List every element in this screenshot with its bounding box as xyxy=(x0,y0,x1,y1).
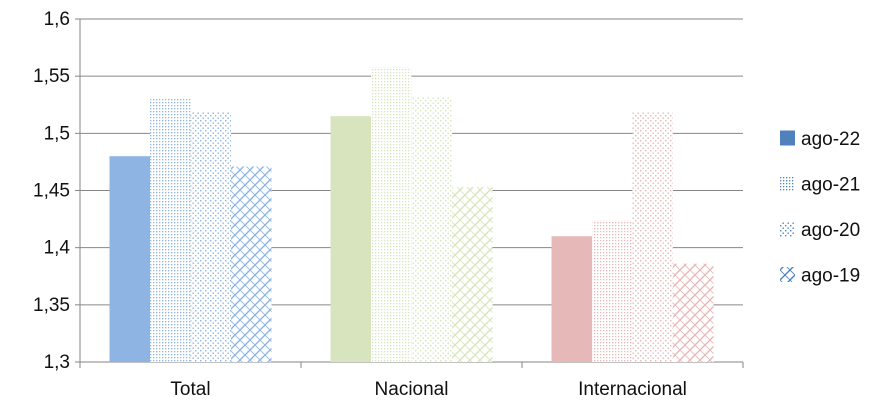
bar-ago-21-nacional xyxy=(371,67,412,363)
legend-label-ago-22: ago-22 xyxy=(801,129,860,150)
y-tick-label: 1,55 xyxy=(33,66,70,87)
bar-ago-19-total xyxy=(231,166,272,362)
bars xyxy=(109,67,714,363)
legend: ago-22 ago-21 ago-20 ago-19 xyxy=(780,129,860,287)
bar-ago-21-internacional xyxy=(592,220,633,362)
bar-ago-19-nacional xyxy=(452,187,493,362)
y-tick-label: 1,3 xyxy=(44,352,70,373)
y-tick-label: 1,4 xyxy=(44,238,71,259)
bar-ago-22-nacional xyxy=(330,116,371,362)
legend-label-ago-20: ago-20 xyxy=(801,220,860,241)
x-category-label: Nacional xyxy=(375,379,449,400)
bar-ago-21-total xyxy=(150,97,191,362)
axis-labels: 1,3 1,35 1,4 1,45 1,5 1,55 1,6 Total Nacional Int… xyxy=(33,9,687,400)
bar-ago-22-total xyxy=(109,156,150,362)
x-category-label: Total xyxy=(170,379,210,400)
legend-swatch-ago-21 xyxy=(780,176,795,191)
legend-label-ago-21: ago-21 xyxy=(801,175,860,196)
legend-swatch-ago-22 xyxy=(780,130,795,146)
legend-swatch-ago-19 xyxy=(780,267,795,282)
legend-swatch-ago-20 xyxy=(780,221,795,237)
legend-label-ago-19: ago-19 xyxy=(801,266,860,287)
y-tick-label: 1,35 xyxy=(33,295,70,316)
bar-ago-20-internacional xyxy=(632,111,673,362)
bar-ago-20-nacional xyxy=(411,96,452,362)
bar-ago-22-internacional xyxy=(551,236,592,362)
y-tick-label: 1,5 xyxy=(44,123,70,144)
y-tick-label: 1,45 xyxy=(33,181,70,202)
bar-ago-20-total xyxy=(190,111,231,362)
x-category-label: Internacional xyxy=(578,379,687,400)
bar-ago-19-internacional xyxy=(673,263,714,362)
y-tick-label: 1,6 xyxy=(44,9,70,30)
